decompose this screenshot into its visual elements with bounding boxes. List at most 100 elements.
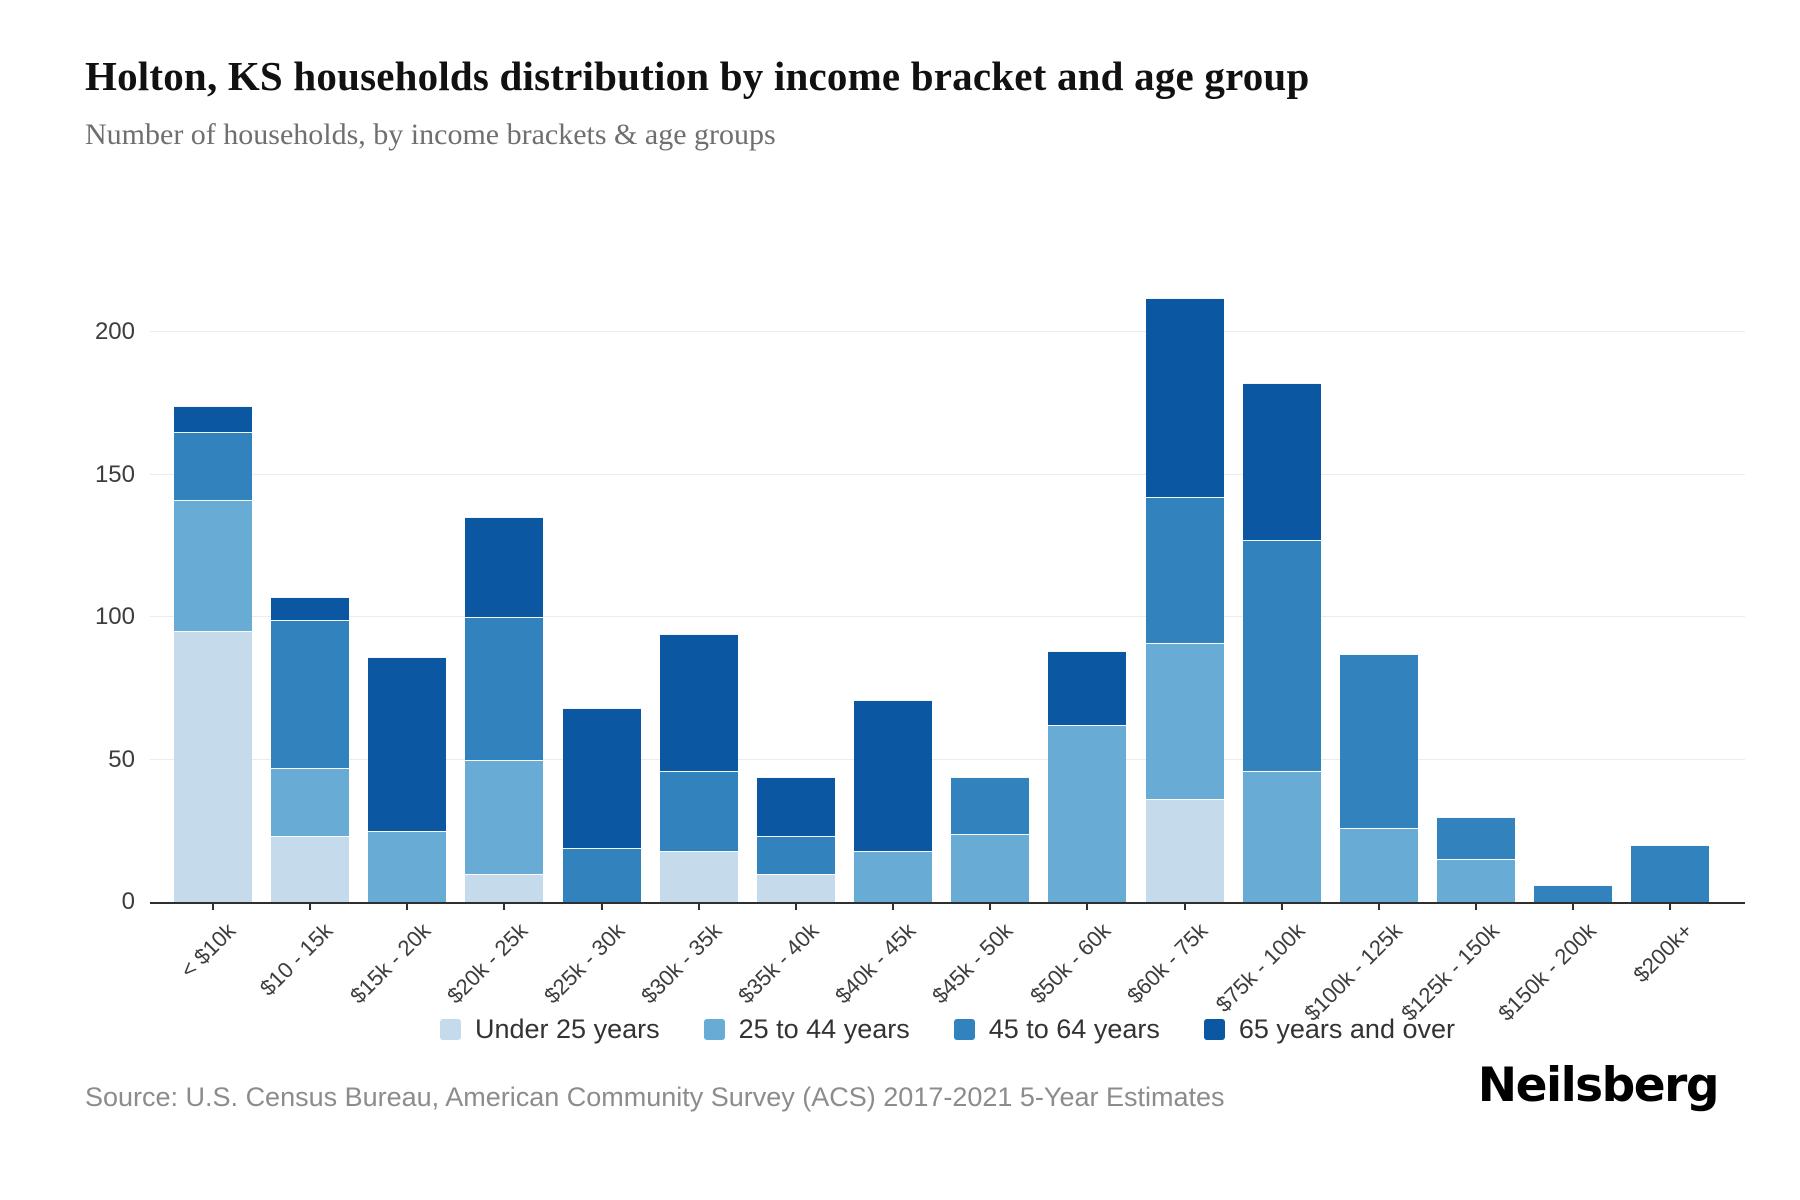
y-tick-label-50: 50 bbox=[108, 745, 135, 773]
x-tick-label: $20k - 25k bbox=[441, 918, 533, 1009]
legend-label-45-to-64: 45 to 64 years bbox=[988, 1014, 1160, 1044]
bar-segment[interactable] bbox=[174, 431, 252, 501]
bar-segment[interactable] bbox=[854, 699, 933, 851]
bar-segment[interactable] bbox=[271, 619, 350, 769]
y-tick-label-200: 200 bbox=[94, 318, 135, 345]
page-subtitle: Number of households, by income brackets… bbox=[85, 118, 776, 151]
bar-segment[interactable] bbox=[756, 836, 835, 874]
bar-segment[interactable] bbox=[1631, 845, 1710, 902]
gridline-100 bbox=[150, 616, 1745, 617]
x-tick-label: $10 - 15k bbox=[255, 918, 338, 1001]
bar-segment[interactable] bbox=[854, 850, 933, 902]
bar-segment[interactable] bbox=[1339, 654, 1418, 828]
x-tick-label: < $10k bbox=[175, 918, 241, 983]
bar-60k-75k bbox=[1145, 297, 1224, 902]
x-tick-mark bbox=[1669, 902, 1672, 910]
bar-40k-45k bbox=[854, 699, 933, 902]
bar-segment[interactable] bbox=[1242, 540, 1321, 771]
x-tick-label: $40k - 45k bbox=[830, 918, 921, 1009]
bar-segment[interactable] bbox=[562, 847, 641, 902]
bar-200k bbox=[1631, 845, 1710, 902]
bar-segment[interactable] bbox=[1145, 497, 1224, 643]
bar-segment[interactable] bbox=[951, 776, 1030, 834]
x-tick-mark bbox=[1280, 902, 1283, 910]
bar-segment[interactable] bbox=[271, 768, 350, 837]
bar-15k-20k bbox=[368, 656, 447, 902]
bar-20k-25k bbox=[465, 517, 544, 902]
bar-segment[interactable] bbox=[174, 406, 252, 432]
bar-segment[interactable] bbox=[465, 873, 544, 902]
y-tick-label-150: 150 bbox=[94, 460, 135, 488]
y-axis-labels: 0 50 100 150 200 bbox=[60, 270, 135, 915]
legend-item-25-to-44[interactable]: 25 to 44 years bbox=[703, 1014, 910, 1045]
bar-segment[interactable] bbox=[1145, 799, 1224, 902]
bar-segment[interactable] bbox=[1436, 859, 1515, 902]
x-tick-label: $35k - 40k bbox=[733, 918, 824, 1009]
bar-10k bbox=[174, 406, 252, 902]
y-tick-label-100: 100 bbox=[94, 603, 135, 630]
bar-150k-200k bbox=[1534, 884, 1613, 902]
x-tick-mark bbox=[892, 902, 895, 910]
gridline-150 bbox=[150, 473, 1745, 475]
bar-segment[interactable] bbox=[1436, 816, 1515, 860]
x-tick-label: $45k - 50k bbox=[927, 918, 1018, 1009]
x-tick-label: $75k - 100k bbox=[1210, 918, 1310, 1017]
bar-segment[interactable] bbox=[659, 850, 738, 902]
bar-segment[interactable] bbox=[1242, 770, 1321, 902]
legend-item-65-and-over[interactable]: 65 years and over bbox=[1203, 1014, 1455, 1045]
bar-segment[interactable] bbox=[562, 708, 641, 848]
x-tick-mark bbox=[212, 902, 214, 910]
bar-10-15k bbox=[271, 597, 350, 902]
bar-segment[interactable] bbox=[271, 836, 350, 902]
x-tick-mark bbox=[989, 902, 992, 910]
legend-item-under-25[interactable]: Under 25 years bbox=[440, 1014, 660, 1045]
brand-logo[interactable]: Neilsberg bbox=[1477, 1058, 1720, 1113]
x-tick-label: $25k - 30k bbox=[538, 918, 630, 1009]
x-tick-mark bbox=[406, 902, 409, 910]
bar-segment[interactable] bbox=[465, 517, 544, 617]
legend-swatch-under-25 bbox=[440, 1019, 461, 1040]
bar-segment[interactable] bbox=[756, 873, 835, 902]
x-tick-label: $30k - 35k bbox=[636, 918, 727, 1009]
legend-swatch-45-to-64 bbox=[953, 1019, 975, 1040]
bar-segment[interactable] bbox=[1048, 651, 1127, 726]
bar-segment[interactable] bbox=[756, 776, 835, 837]
bar-segment[interactable] bbox=[1145, 642, 1224, 800]
y-tick-label-0: 0 bbox=[121, 888, 135, 915]
x-tick-label: $200k+ bbox=[1628, 918, 1698, 988]
bar-segment[interactable] bbox=[271, 597, 350, 620]
bar-25k-30k bbox=[562, 708, 641, 902]
bar-segment[interactable] bbox=[1145, 297, 1224, 498]
bar-segment[interactable] bbox=[1534, 884, 1613, 902]
legend-swatch-25-to-44 bbox=[703, 1019, 725, 1040]
bar-100k-125k bbox=[1339, 654, 1418, 902]
legend-item-45-to-64[interactable]: 45 to 64 years bbox=[953, 1014, 1160, 1045]
bar-segment[interactable] bbox=[368, 830, 447, 902]
x-tick-label: $50k - 60k bbox=[1024, 918, 1116, 1009]
bar-segment[interactable] bbox=[1048, 725, 1127, 902]
bar-segment[interactable] bbox=[368, 656, 447, 831]
bar-segment[interactable] bbox=[1339, 827, 1418, 902]
bar-segment[interactable] bbox=[465, 759, 544, 874]
bar-segment[interactable] bbox=[659, 634, 738, 771]
x-tick-mark bbox=[1474, 902, 1477, 910]
bar-segment[interactable] bbox=[951, 833, 1030, 902]
x-tick-mark bbox=[1086, 902, 1089, 910]
bar-segment[interactable] bbox=[174, 631, 252, 902]
x-tick-label: $100k - 125k bbox=[1298, 918, 1407, 1026]
legend-label-25-to-44: 25 to 44 years bbox=[738, 1014, 910, 1044]
gridline-50 bbox=[150, 758, 1745, 760]
x-tick-mark bbox=[1183, 902, 1186, 910]
legend-label-65-and-over: 65 years and over bbox=[1238, 1014, 1455, 1044]
bar-segment[interactable] bbox=[1242, 383, 1321, 541]
plot-area: < $10k $10 - 15k $15k - 20k $20k - 25k $25k … bbox=[150, 270, 1745, 1026]
x-tick-mark bbox=[794, 902, 797, 910]
bar-35k-40k bbox=[756, 776, 835, 902]
bar-segment[interactable] bbox=[174, 500, 252, 632]
bar-segment[interactable] bbox=[659, 770, 738, 851]
bar-75k-100k bbox=[1242, 383, 1321, 902]
x-tick-mark bbox=[1377, 902, 1380, 910]
bar-125k-150k bbox=[1436, 816, 1515, 902]
bar-segment[interactable] bbox=[465, 617, 544, 760]
